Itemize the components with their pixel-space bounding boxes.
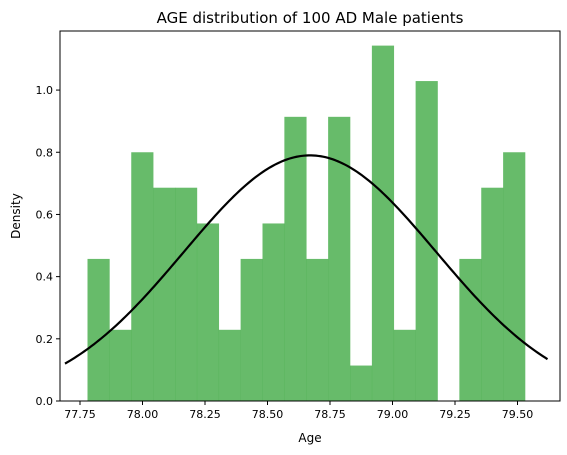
x-tick-label: 79.25 <box>439 408 471 421</box>
histogram-bar <box>459 258 482 401</box>
x-tick-label: 77.75 <box>64 408 96 421</box>
y-axis-label: Density <box>9 193 23 239</box>
y-tick-label: 0.0 <box>36 395 54 408</box>
x-tick-label: 78.50 <box>252 408 284 421</box>
histogram-bar <box>481 187 504 401</box>
histogram-bar <box>175 187 198 401</box>
y-tick-label: 0.2 <box>36 333 54 346</box>
histogram-bar <box>87 258 110 401</box>
plot-area: 77.75 78.00 78.25 78.50 78.75 79.00 79.25 79.50… <box>36 30 561 421</box>
y-tick-label: 0.4 <box>36 271 54 284</box>
histogram-bar <box>503 152 526 401</box>
histogram-bar <box>196 223 220 401</box>
axes-frame <box>59 30 561 402</box>
histogram-bar <box>153 187 176 401</box>
histogram-bar <box>284 116 307 401</box>
histogram-bar <box>306 258 329 401</box>
x-tick-label: 78.25 <box>189 408 221 421</box>
histogram-bar <box>328 116 351 401</box>
x-axis-label: Age <box>298 431 321 445</box>
normal-pdf-curve <box>64 154 549 365</box>
x-tick-label: 78.75 <box>314 408 346 421</box>
x-tick-label: 79.00 <box>377 408 409 421</box>
histogram-bar <box>218 329 241 401</box>
y-tick-label: 0.8 <box>36 146 54 159</box>
histogram-bar <box>393 329 416 401</box>
histogram-bar <box>131 152 154 401</box>
histogram-bar <box>262 223 285 401</box>
x-tick-label: 78.00 <box>127 408 159 421</box>
y-tick-label: 1.0 <box>36 84 54 97</box>
y-tick-label: 0.6 <box>36 208 54 221</box>
histogram-bar <box>350 365 373 401</box>
x-tick-label: 79.50 <box>502 408 534 421</box>
histogram-bar <box>240 258 263 401</box>
chart-title: AGE distribution of 100 AD Male patients <box>157 9 464 27</box>
histogram-bar <box>109 329 132 401</box>
histogram-bar <box>371 45 395 402</box>
